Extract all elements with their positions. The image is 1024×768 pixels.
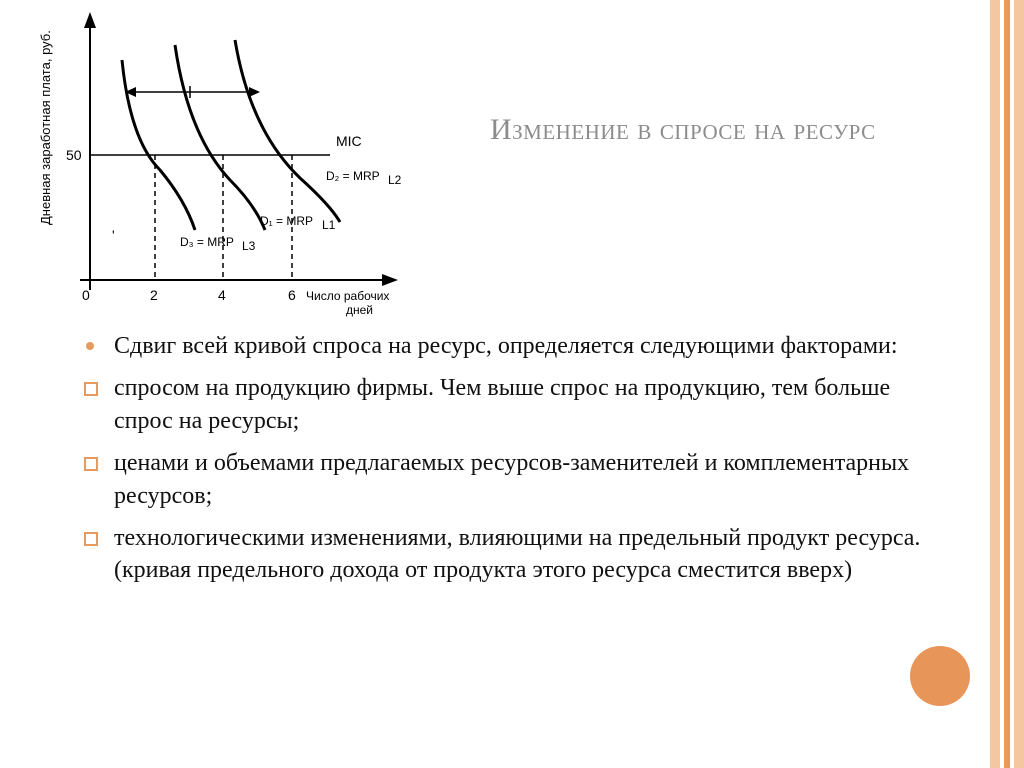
bullet-list: Сдвиг всей кривой спроса на ресурс, опре… — [80, 330, 950, 597]
svg-text:L3: L3 — [242, 239, 256, 253]
demand-chart: Дневная заработная плата, руб. 50 MIC 0 … — [30, 0, 420, 320]
title-text: Изменение в спросе на ресурс — [490, 110, 950, 149]
x-tick-4: 4 — [218, 287, 226, 303]
d3-label: D₃ = MRP — [180, 235, 234, 249]
x-axis-label1: Число рабочих — [306, 289, 389, 303]
svg-text:L2: L2 — [388, 173, 402, 187]
y-axis-label: Дневная заработная плата, руб. — [38, 30, 53, 225]
svg-text:L1: L1 — [322, 218, 336, 232]
d1-label: D₁ = MRP — [260, 214, 313, 228]
x-tick-0: 0 — [82, 287, 90, 303]
bullet-item-3: технологическими изменениями, влияющими … — [80, 522, 950, 587]
svg-text:': ' — [112, 227, 115, 243]
d2-label: D₂ = MRP — [326, 169, 380, 183]
side-decoration — [990, 0, 1024, 768]
bullet-item-2: ценами и объемами предлагаемых ресурсов-… — [80, 447, 950, 512]
x-tick-6: 6 — [288, 287, 296, 303]
accent-circle-icon — [910, 646, 970, 706]
bullet-lead: Сдвиг всей кривой спроса на ресурс, опре… — [80, 330, 950, 362]
y-tick-50: 50 — [66, 147, 82, 163]
slide-title: Изменение в спросе на ресурс — [490, 110, 950, 149]
mic-label: MIC — [336, 133, 362, 149]
x-tick-2: 2 — [150, 287, 158, 303]
bullet-item-1: спросом на продукцию фирмы. Чем выше спр… — [80, 372, 950, 437]
x-axis-label2: дней — [346, 303, 373, 317]
